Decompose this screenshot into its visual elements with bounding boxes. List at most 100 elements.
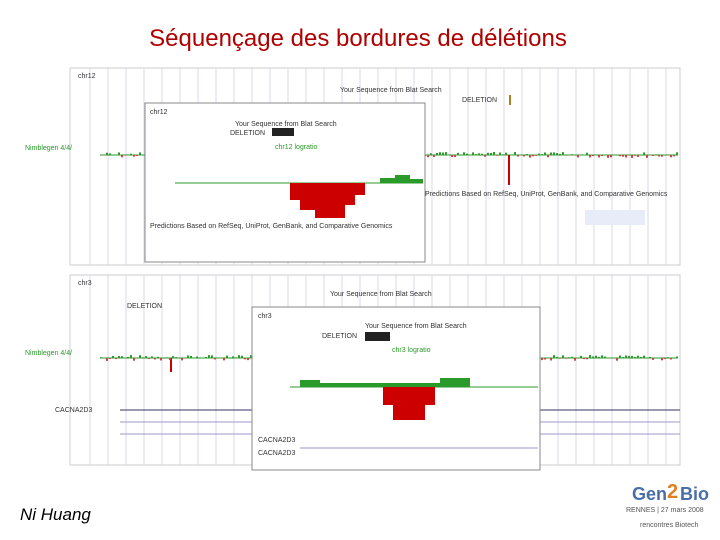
trace-bar	[175, 357, 177, 358]
trace-bar	[628, 355, 630, 358]
trace-bar	[616, 358, 618, 361]
trace-bar	[619, 155, 621, 157]
blat-label: Your Sequence from Blat Search	[330, 291, 432, 298]
trace-bar	[574, 358, 576, 361]
trace-bar	[544, 358, 546, 360]
trace-bar	[541, 358, 543, 361]
trace-bar	[661, 155, 663, 157]
trace-bar	[658, 155, 660, 157]
trace-bar	[586, 152, 588, 155]
deletion-label: DELETION	[127, 303, 162, 310]
inset-chrom: chr12	[150, 109, 168, 116]
trace-bar	[139, 152, 141, 155]
trace-bar	[247, 358, 249, 361]
trace-bar	[127, 154, 129, 155]
inset-deletion: DELETION	[322, 333, 357, 340]
inset-track: chr12 logratio	[275, 144, 318, 151]
trace-bar	[592, 356, 594, 358]
trace-bar	[664, 358, 666, 360]
inset-gene: CACNA2D3	[258, 450, 295, 457]
top-inset: chr12 Your Sequence from Blat Search DEL…	[144, 102, 426, 263]
deletion-box	[272, 128, 294, 136]
trace-bar	[505, 152, 507, 155]
trace-bar	[526, 154, 528, 155]
trace-bar	[544, 152, 546, 155]
trace-bar	[484, 155, 486, 157]
genes-label: Predictions Based on RefSeq, UniProt, Ge…	[425, 191, 668, 198]
trace-bar	[577, 358, 579, 359]
trace-bar	[598, 155, 600, 158]
trace-bar	[595, 355, 597, 358]
trace-bar	[112, 355, 114, 358]
dip	[508, 155, 510, 185]
trace-bar	[637, 155, 639, 157]
trace-bar	[589, 355, 591, 358]
trace-bar	[163, 358, 165, 359]
trace-bar	[442, 152, 444, 155]
gene-label: CACNA2D3	[55, 407, 92, 414]
trace-bar	[436, 153, 438, 155]
trace-bar	[463, 152, 465, 155]
trace-bar	[121, 356, 123, 358]
trace-bar	[673, 155, 675, 157]
trace-bar	[550, 152, 552, 155]
trace-bar	[451, 155, 453, 157]
deletion-box	[365, 332, 390, 341]
blat-label: Your Sequence from Blat Search	[340, 87, 442, 94]
trace-bar	[148, 358, 150, 359]
logo-right: Bio	[680, 484, 709, 504]
trace-bar	[631, 355, 633, 358]
trace-bar	[559, 358, 561, 359]
trace-bar	[535, 155, 537, 156]
trace-bar	[130, 355, 132, 358]
trace-bar	[169, 358, 171, 360]
signal	[300, 378, 470, 387]
trace-bar	[430, 153, 432, 155]
trace-bar	[652, 155, 654, 156]
trace-bar	[100, 357, 102, 358]
trace-bar	[601, 355, 603, 358]
inset-deletion: DELETION	[230, 130, 265, 137]
track-label: Nimblegen 4/4/	[25, 350, 72, 357]
trace-bar	[604, 356, 606, 358]
trace-bar	[598, 356, 600, 358]
trace-bar	[646, 357, 648, 358]
trace-bar	[142, 357, 144, 358]
trace-bar	[109, 358, 111, 359]
slide-title: Séquençage des bordures de délétions	[149, 25, 567, 52]
trace-bar	[487, 152, 489, 155]
deletion-label: DELETION	[462, 97, 497, 104]
trace-bar	[532, 155, 534, 157]
inset-blat: Your Sequence from Blat Search	[235, 121, 337, 128]
trace-bar	[499, 152, 501, 155]
trace-bar	[676, 356, 678, 358]
trace-bar	[136, 155, 138, 156]
trace-bar	[559, 153, 561, 155]
trace-bar	[637, 355, 639, 358]
trace-bar	[250, 355, 252, 358]
trace-bar	[238, 355, 240, 358]
trace-bar	[229, 357, 231, 358]
trace-bar	[565, 358, 567, 359]
trace-bar	[121, 155, 123, 158]
trace-bar	[130, 153, 132, 155]
trace-bar	[523, 155, 525, 157]
trace-bar	[190, 355, 192, 358]
chrom-label: chr12	[78, 73, 96, 80]
trace-bar	[205, 356, 207, 358]
trace-bar	[649, 356, 651, 358]
trace-bar	[571, 356, 573, 358]
gene-block	[585, 210, 645, 225]
trace-bar	[619, 355, 621, 358]
trace-bar	[541, 154, 543, 155]
trace-bar	[166, 357, 168, 358]
trace-bar	[133, 358, 135, 361]
bottom-inset: chr3 Your Sequence from Blat Search DELE…	[251, 306, 541, 471]
inset-track: chr3 logratio	[392, 347, 431, 354]
trace-bar	[232, 356, 234, 358]
trace-bar	[556, 356, 558, 358]
trace-bar	[613, 154, 615, 155]
trace-bar	[655, 154, 657, 155]
trace-bar	[157, 356, 159, 358]
